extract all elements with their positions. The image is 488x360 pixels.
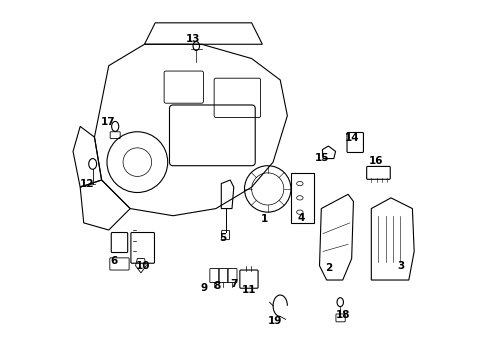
Text: 7: 7	[230, 279, 237, 289]
Text: 8: 8	[213, 281, 220, 291]
Text: 1: 1	[260, 214, 267, 224]
Text: 9: 9	[201, 283, 207, 293]
Text: 18: 18	[335, 310, 349, 320]
Text: 19: 19	[267, 316, 282, 326]
Text: 12: 12	[79, 179, 94, 189]
Text: 3: 3	[397, 261, 404, 271]
Text: 2: 2	[324, 262, 331, 273]
Text: 17: 17	[101, 117, 115, 127]
Text: 5: 5	[218, 233, 225, 243]
Text: 13: 13	[185, 34, 200, 44]
Text: 16: 16	[368, 157, 383, 166]
Text: 11: 11	[242, 285, 256, 295]
Text: 15: 15	[314, 153, 329, 163]
Text: 4: 4	[297, 212, 305, 222]
Text: 10: 10	[135, 261, 150, 271]
Text: 14: 14	[344, 133, 358, 143]
Text: 6: 6	[110, 256, 118, 266]
